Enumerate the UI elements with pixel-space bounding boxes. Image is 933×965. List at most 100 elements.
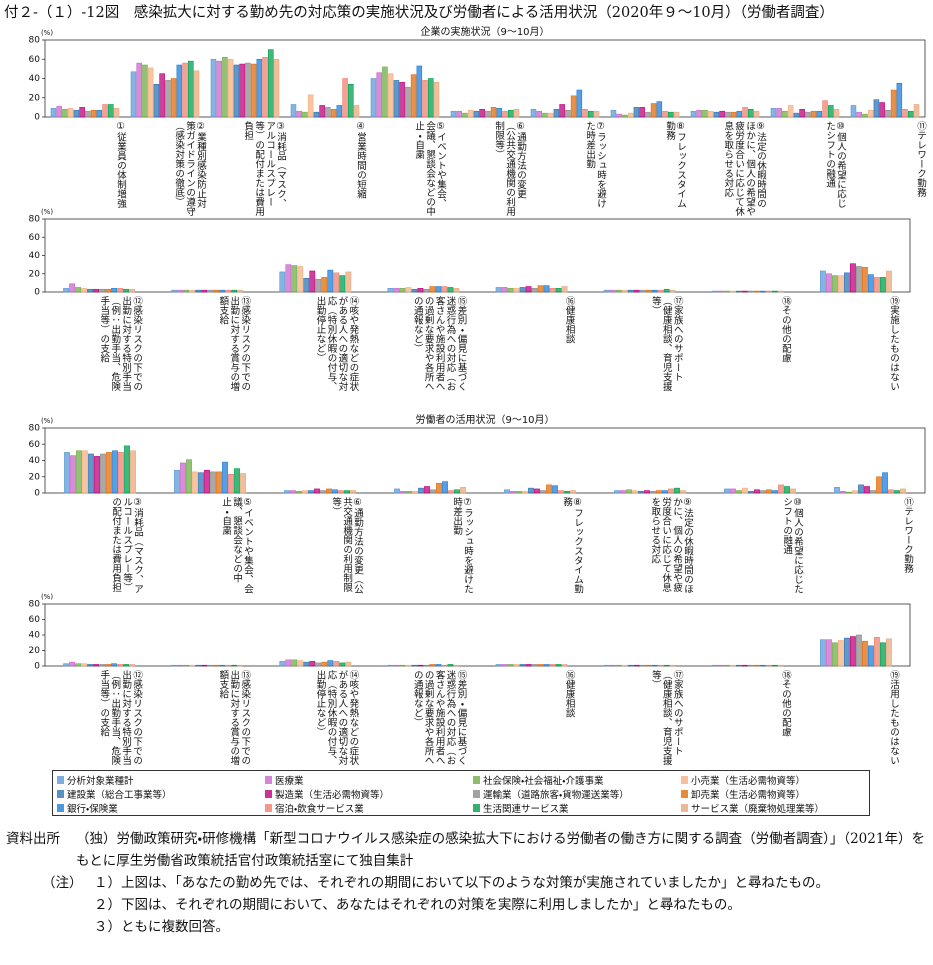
bar [717, 290, 724, 293]
bar [399, 664, 406, 667]
bar [69, 661, 75, 667]
bar [454, 489, 460, 494]
bar [225, 289, 232, 293]
bar [908, 110, 914, 118]
bar [297, 266, 304, 293]
bar [856, 111, 862, 118]
bar [747, 664, 754, 667]
bar [100, 453, 106, 494]
panel-title: 企業の実施状況（9～10月） [420, 25, 549, 38]
y-tick-label: 40 [29, 631, 41, 641]
bar [418, 487, 424, 494]
bar [345, 271, 352, 293]
bar [832, 642, 838, 667]
bar [765, 290, 772, 293]
bar [85, 110, 91, 118]
bar [56, 106, 62, 118]
bar [742, 487, 748, 494]
bar [90, 109, 97, 118]
bar [771, 290, 778, 293]
bar [723, 290, 730, 293]
bar [183, 289, 190, 293]
category-label: ③消耗品（マスク、アルコールスプレー等）の配付または費用負担 [110, 497, 143, 594]
bar [447, 287, 454, 293]
bar [186, 459, 192, 494]
bar [177, 664, 184, 667]
bar [516, 491, 522, 494]
bar [441, 286, 448, 293]
bar [810, 110, 817, 118]
bar [273, 58, 280, 118]
bar [423, 664, 430, 667]
bar [570, 490, 576, 494]
bar [873, 99, 880, 118]
bar [645, 289, 652, 293]
bar [547, 112, 554, 118]
bar [268, 49, 274, 118]
panel-title: 労働者の活用状況（9～10月） [415, 413, 554, 426]
y-tick-label: 0 [34, 489, 40, 499]
legend-item: 宿泊・飲食サービス業 [265, 801, 473, 815]
bar [669, 289, 676, 293]
bar [108, 104, 114, 118]
bar [326, 488, 332, 494]
note-list: １）上図は、「あなたの勤め先では、それぞれの期間において以下のような対策が実施さ… [94, 872, 829, 938]
bar [736, 490, 742, 494]
bar [615, 289, 622, 293]
bar [291, 659, 298, 667]
bar [93, 664, 99, 667]
bar [228, 474, 234, 494]
bar [522, 491, 528, 494]
y-tick-label: 60 [29, 615, 41, 625]
bar [760, 490, 766, 494]
bar [112, 450, 118, 494]
bar [485, 110, 491, 118]
bar [111, 663, 117, 667]
y-tick-label: 60 [29, 233, 41, 243]
bar [296, 110, 302, 118]
note-label: （注） [42, 875, 83, 891]
legend-swatch [473, 790, 480, 798]
bar [627, 289, 634, 293]
bar [436, 482, 442, 494]
bar [805, 111, 811, 118]
bar [213, 664, 220, 667]
bar [639, 107, 645, 118]
legend-item: 生活関連サービス業 [473, 801, 681, 815]
bar [729, 664, 736, 667]
bar [886, 638, 892, 667]
category-label: ⑦ラッシュ時を避けた時差出勤 [451, 497, 473, 594]
bar [561, 286, 568, 293]
bar [552, 485, 558, 494]
bar [656, 101, 663, 118]
bar [730, 111, 737, 118]
bar [309, 661, 316, 667]
legend-label: 分析対象業種計 [67, 776, 134, 787]
y-tick-label: 40 [29, 251, 41, 261]
bar [207, 664, 214, 667]
bar [753, 110, 760, 118]
bar [350, 490, 356, 494]
bar [759, 290, 766, 293]
bar [234, 468, 240, 494]
category-label: ①従業員の体制増強 [115, 121, 126, 208]
bar [502, 110, 508, 118]
bar [588, 110, 594, 118]
bar [771, 664, 778, 667]
category-label: ⑬感染リスクの下での出勤に対する賞与の増額支給 [217, 670, 251, 765]
bar [782, 110, 788, 118]
bar [94, 456, 100, 494]
bar [558, 490, 564, 494]
bar [336, 105, 343, 118]
bar [333, 272, 340, 293]
bar [237, 664, 244, 667]
bar [333, 661, 340, 667]
bar [525, 286, 532, 293]
bar [111, 288, 117, 293]
bar [321, 661, 328, 667]
bar [561, 664, 568, 667]
note-item: ３）ともに複数回答。 [94, 919, 229, 935]
bar [713, 111, 720, 118]
bar [896, 83, 903, 118]
